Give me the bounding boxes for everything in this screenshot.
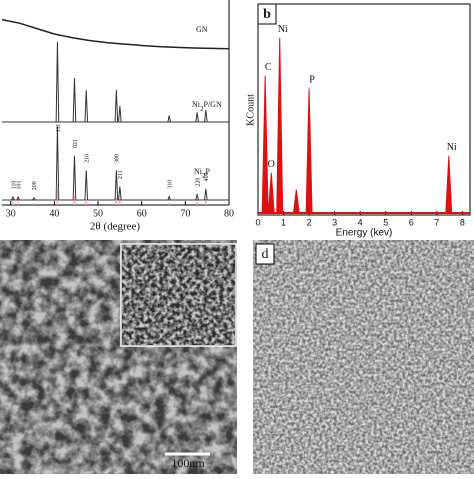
- peak: [195, 112, 199, 123]
- x-tick-label: 60: [137, 208, 147, 219]
- peak: [195, 193, 199, 201]
- peak-label: Ni: [447, 142, 457, 153]
- x-tick-label: 2: [307, 217, 312, 227]
- peak: [261, 75, 269, 215]
- series-label: Ni2P/GN: [192, 100, 222, 113]
- peak-label: O: [268, 159, 275, 170]
- x-tick-label: 1: [281, 217, 286, 227]
- peak: [114, 170, 119, 201]
- peak-label: P: [309, 75, 315, 86]
- x-tick-label: 5: [383, 217, 388, 227]
- scale-bar-label: 100nm: [171, 456, 205, 470]
- panel-label: d: [262, 247, 269, 262]
- peak: [118, 105, 122, 123]
- series-label: GN: [196, 25, 208, 34]
- peak-label: 220: [196, 178, 202, 187]
- peak: [72, 77, 77, 123]
- peak-label: 300: [115, 154, 121, 163]
- x-axis-label: 2θ (degree): [90, 221, 140, 233]
- peak: [167, 115, 171, 123]
- peak: [118, 186, 122, 201]
- x-tick-label: 4: [358, 217, 363, 227]
- peak-label: 310: [168, 180, 174, 189]
- plot-frame: [257, 3, 471, 216]
- peak-label: 400: [204, 172, 210, 181]
- peak-label: 110: [11, 181, 17, 190]
- peak: [167, 194, 171, 201]
- panel-label-box: [255, 243, 275, 265]
- x-tick-label: 7: [434, 217, 439, 227]
- x-tick-label: 50: [93, 208, 103, 219]
- peak-label: 211: [118, 170, 124, 179]
- peak: [305, 88, 313, 215]
- x-tick-label: 0: [255, 217, 260, 227]
- x-tick-label: 8: [460, 217, 465, 227]
- sem-texture-d: [253, 240, 474, 474]
- peak: [267, 172, 275, 215]
- x-tick-label: 70: [180, 208, 190, 219]
- x-tick-label: 30: [6, 208, 16, 219]
- panel-label-box: [257, 3, 277, 25]
- x-tick-label: 3: [332, 217, 337, 227]
- x-tick-label: 40: [49, 208, 59, 219]
- x-axis-label: Energy (kev): [336, 228, 393, 239]
- peak: [204, 188, 208, 201]
- peak: [445, 155, 453, 215]
- sem-inset-texture: [121, 244, 236, 346]
- y-axis-label: KCount: [245, 94, 256, 126]
- peak-label: 200: [32, 181, 38, 190]
- peak-label: 101: [17, 181, 23, 190]
- peak: [16, 195, 20, 201]
- peak: [204, 109, 208, 123]
- peak: [55, 125, 60, 201]
- peak: [292, 189, 300, 215]
- peak: [32, 196, 36, 201]
- series-label: Ni2P: [194, 167, 211, 180]
- peak: [276, 37, 284, 215]
- peak-label: C: [265, 62, 272, 73]
- peak: [84, 170, 89, 201]
- peak: [55, 41, 60, 123]
- peak: [11, 195, 15, 201]
- peak-label: 111: [56, 124, 62, 133]
- peak: [114, 89, 119, 123]
- peak: [84, 89, 89, 123]
- line: [1, 18, 230, 50]
- x-tick-label: 80: [224, 208, 234, 219]
- peak-label: 210: [85, 154, 91, 163]
- x-tick-label: 6: [409, 217, 414, 227]
- peak: [72, 155, 77, 201]
- panel-label: b: [263, 7, 271, 22]
- peak-label: 021: [73, 139, 79, 148]
- peak-label: Ni: [278, 24, 288, 35]
